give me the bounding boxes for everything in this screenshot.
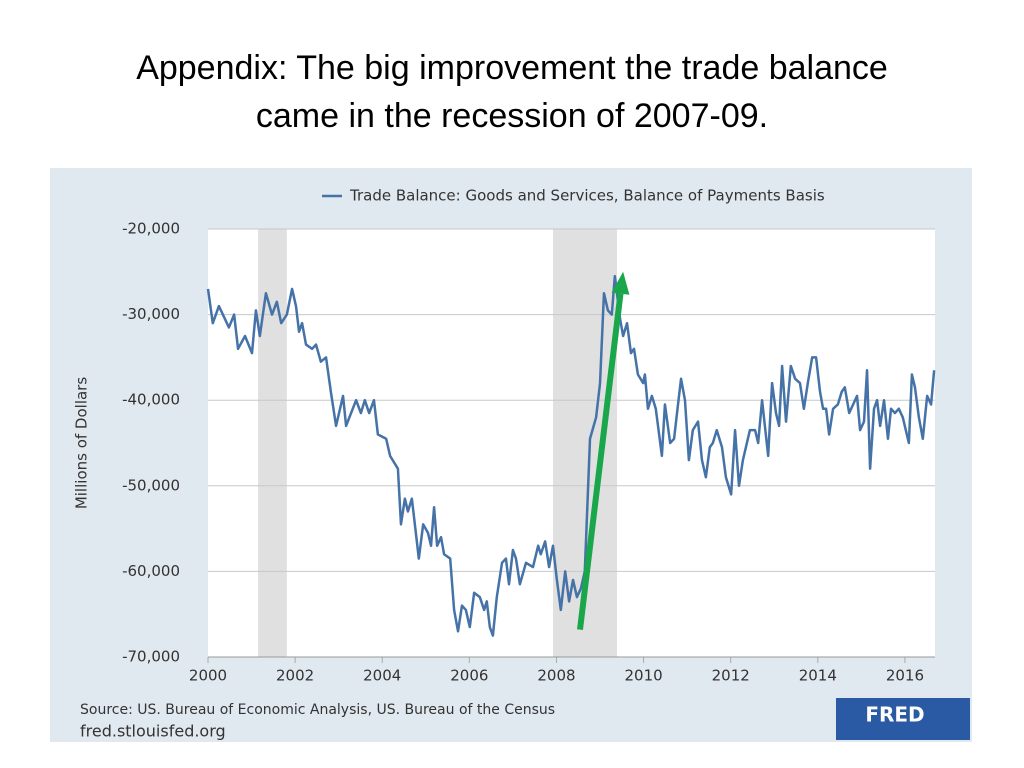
url: fred.stlouisfed.org — [80, 722, 226, 741]
x-tick-label: 2016 — [886, 667, 924, 685]
x-tick-label: 2002 — [276, 667, 314, 685]
arrow-head — [611, 271, 630, 295]
slide-title: Appendix: The big improvement the trade … — [136, 49, 888, 135]
y-tick-label: -20,000 — [122, 220, 180, 238]
x-tick-label: 2010 — [624, 667, 662, 685]
x-tick-label: 2014 — [799, 667, 837, 685]
x-tick-label: 2012 — [712, 667, 750, 685]
marks — [206, 228, 936, 663]
x-tick-label: 2008 — [537, 667, 575, 685]
logo-box — [836, 698, 970, 740]
x-tick-label: 2000 — [189, 667, 227, 685]
source: Source: US. Bureau of Economic Analysis,… — [80, 702, 555, 718]
logo: FRED — [865, 703, 924, 727]
annotation-arrow — [577, 293, 624, 630]
y-tick-label: -30,000 — [122, 305, 180, 323]
y-axis-label: Millions of Dollars — [73, 377, 91, 510]
y-tick-label: -60,000 — [122, 562, 180, 580]
series-line — [206, 274, 936, 637]
legend-label: Trade Balance: Goods and Services, Balan… — [349, 187, 825, 205]
y-tick-label: -70,000 — [122, 648, 180, 666]
y-tick-label: -40,000 — [122, 391, 180, 409]
x-tick-label: 2004 — [363, 667, 401, 685]
x-tick-label: 2006 — [450, 667, 488, 685]
y-tick-label: -50,000 — [122, 476, 180, 494]
recession-band — [258, 229, 287, 657]
